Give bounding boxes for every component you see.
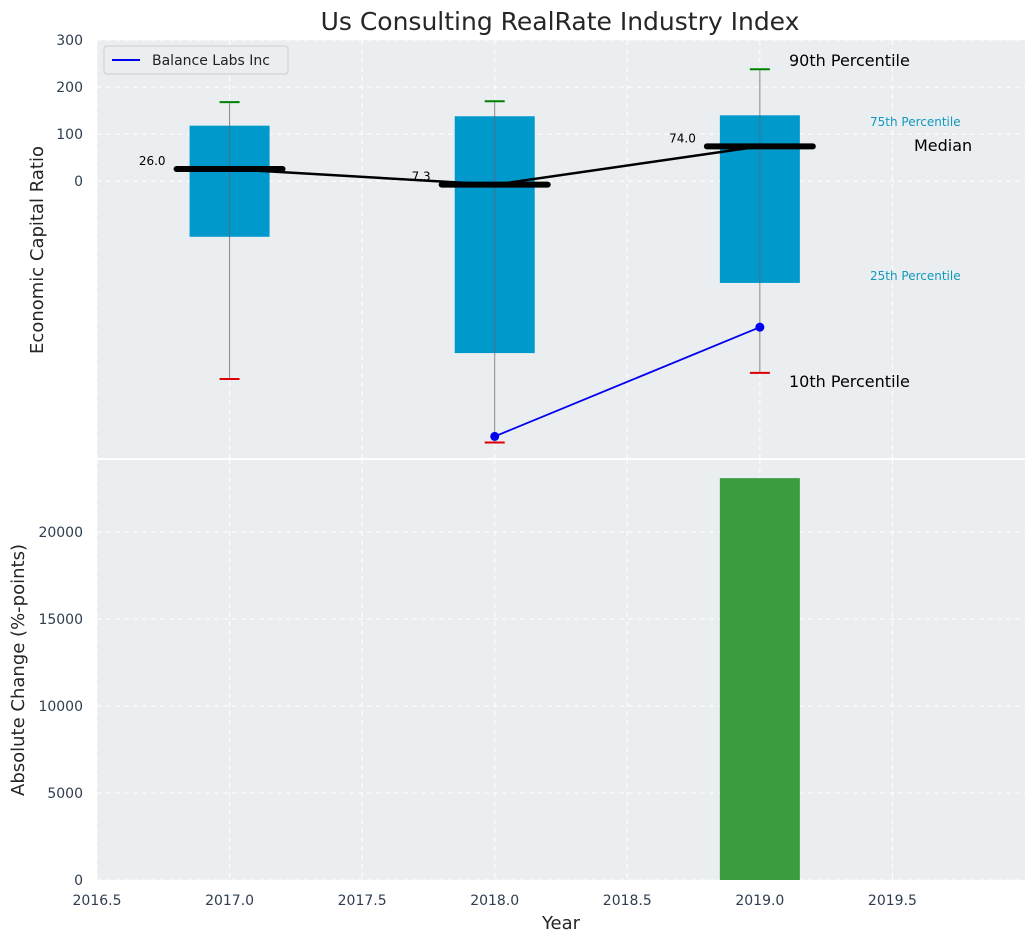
chart-title: Us Consulting RealRate Industry Index	[321, 7, 800, 36]
bottom-panel-background	[97, 459, 1025, 880]
top-ytick-label: 300	[56, 33, 83, 49]
xtick-label: 2018.5	[603, 893, 652, 909]
median-value-label: 26.0	[139, 154, 166, 168]
median-value-label: 74.0	[669, 131, 696, 145]
xlabel: Year	[541, 913, 581, 934]
legend-label: Balance Labs Inc	[152, 53, 270, 69]
company-series-line	[494, 326, 761, 438]
annotation-p10: 10th Percentile	[789, 372, 910, 391]
bottom-ytick-label: 0	[74, 873, 83, 889]
bottom-ytick-label: 10000	[38, 699, 83, 715]
top-panel-background	[97, 40, 1025, 459]
xtick-label: 2019.0	[735, 893, 784, 909]
xtick-label: 2019.5	[868, 893, 917, 909]
top-ylabel: Economic Capital Ratio	[27, 146, 48, 354]
annotation-median: Median	[914, 136, 972, 155]
bottom-ytick-label: 20000	[38, 525, 83, 541]
bottom-ylabel: Absolute Change (%-points)	[8, 544, 29, 796]
median-value-label: 7.3	[412, 170, 431, 184]
change-bar	[719, 478, 800, 880]
legend-box	[103, 45, 289, 75]
xtick-label: 2017.5	[338, 893, 387, 909]
xtick-label: 2016.5	[73, 893, 122, 909]
xtick-label: 2018.0	[470, 893, 519, 909]
annotation-p25: 25th Percentile	[870, 269, 961, 283]
top-ytick-label: 100	[56, 127, 83, 143]
top-ytick-label: 0	[74, 174, 83, 190]
bottom-ytick-label: 5000	[47, 786, 83, 802]
legend: Balance Labs Inc	[103, 45, 289, 75]
company-series-point	[755, 322, 765, 332]
company-series-point	[490, 431, 500, 441]
annotation-p75: 75th Percentile	[870, 115, 961, 129]
annotation-p90: 90th Percentile	[789, 51, 910, 70]
top-ytick-label: 200	[56, 80, 83, 96]
bottom-ytick-label: 15000	[38, 612, 83, 628]
xtick-label: 2017.0	[205, 893, 254, 909]
